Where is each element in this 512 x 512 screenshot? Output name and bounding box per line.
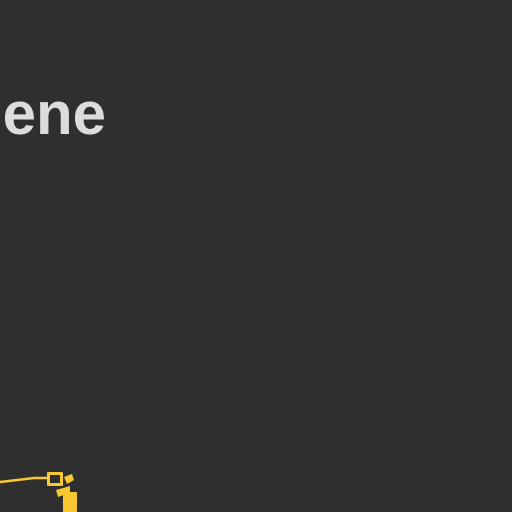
pencil-stroke-icon[interactable] [0,462,90,512]
page-heading: gene [0,80,107,147]
